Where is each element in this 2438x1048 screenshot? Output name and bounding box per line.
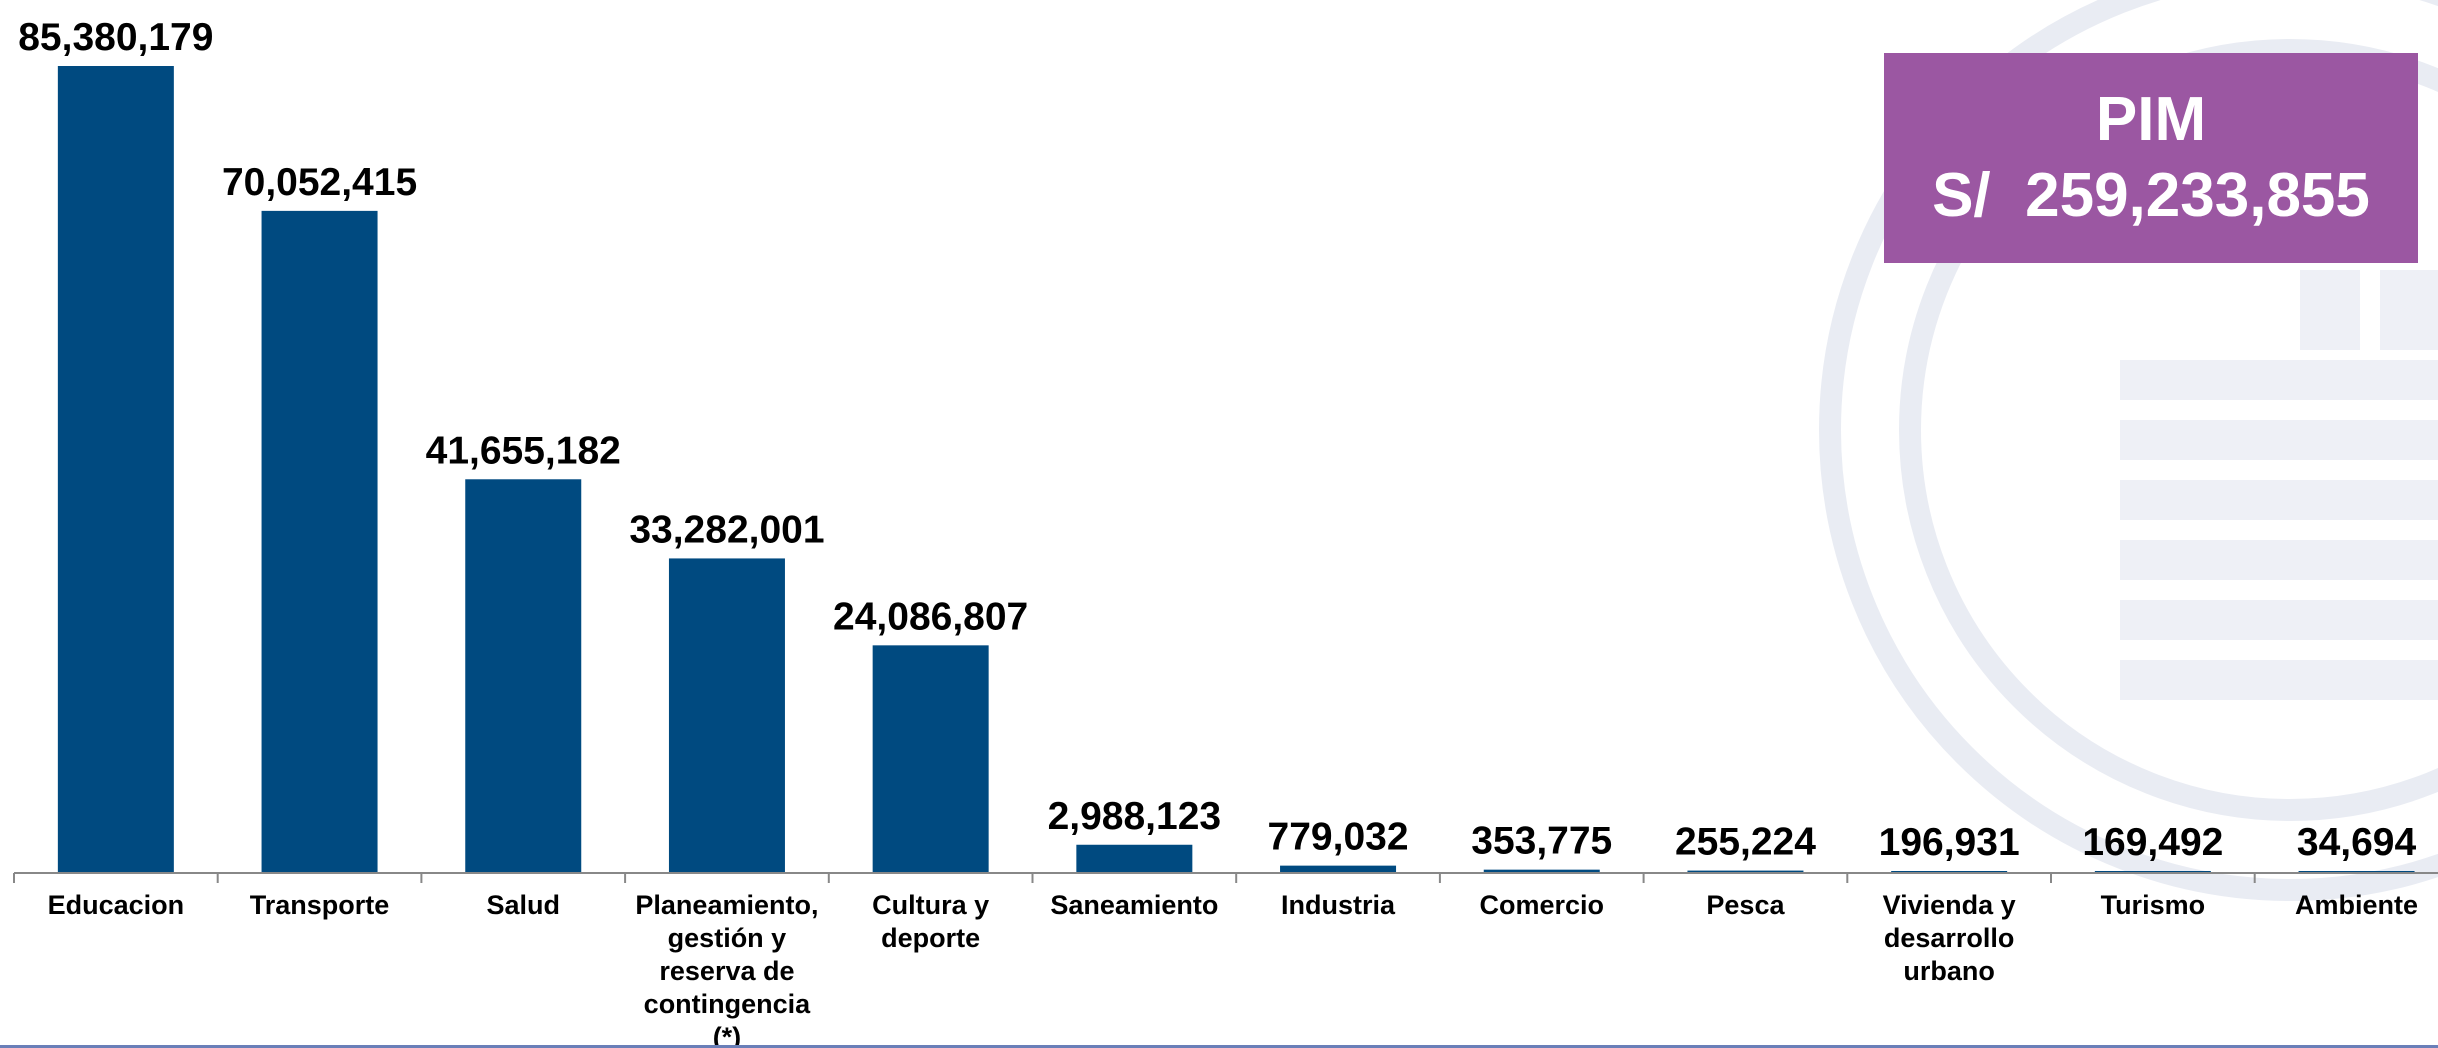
category-label-line: Transporte	[250, 890, 390, 920]
bar-9	[1687, 870, 1804, 873]
pim-amount: S/ 259,233,855	[1932, 161, 2370, 230]
bars-layer	[57, 66, 2415, 873]
bar-value-label: 353,775	[1471, 820, 1612, 863]
bar-4	[668, 558, 785, 873]
category-label: Educacion	[48, 890, 185, 920]
bar-value-label: 85,380,179	[18, 16, 213, 59]
bar-3	[465, 479, 582, 873]
category-label: Pesca	[1706, 890, 1785, 920]
category-label: Saneamiento	[1050, 890, 1218, 920]
bar-8	[1483, 869, 1600, 873]
bar-value-label: 33,282,001	[629, 508, 824, 551]
category-label-line: Educacion	[48, 890, 185, 920]
category-label-line: Salud	[486, 890, 560, 920]
category-label-line: urbano	[1903, 956, 1995, 986]
bar-5	[872, 645, 989, 873]
bar-7	[1280, 865, 1397, 873]
category-label-line: Turismo	[2101, 890, 2206, 920]
x-axis-ticks	[13, 873, 2256, 883]
category-label: Comercio	[1479, 890, 1604, 920]
category-label-line: Ambiente	[2295, 890, 2418, 920]
category-label: Planeamiento, gestión y reserva de continge…	[635, 890, 818, 1048]
category-label-line: Comercio	[1479, 890, 1604, 920]
category-label-line: Saneamiento	[1050, 890, 1218, 920]
pim-title: PIM	[2095, 85, 2207, 154]
bottom-divider	[0, 1045, 2438, 1048]
bar-value-label: 779,032	[1268, 816, 1409, 859]
category-labels-layer: Educacion Transporte Salud Planeamiento, ges…	[48, 890, 2418, 1048]
category-label: Ambiente	[2295, 890, 2418, 920]
bar-value-label: 70,052,415	[222, 161, 417, 204]
bar-value-label: 2,988,123	[1048, 795, 1222, 838]
category-label-line: Planeamiento,	[635, 890, 818, 920]
category-label-line: reserva de	[659, 956, 794, 986]
bar-value-label: 255,224	[1675, 821, 1816, 864]
category-label: Turismo	[2101, 890, 2206, 920]
category-label-line: contingencia	[644, 989, 812, 1019]
category-label-line: Vivienda y	[1883, 890, 2016, 920]
category-label: Salud	[486, 890, 560, 920]
bar-value-label: 169,492	[2082, 821, 2223, 864]
category-label-line: Cultura y	[872, 890, 989, 920]
bar-2	[261, 210, 378, 873]
bar-value-label: 41,655,182	[426, 429, 621, 472]
pim-total-box: PIM S/ 259,233,855	[1884, 53, 2418, 263]
category-label-line: desarrollo	[1884, 923, 2015, 953]
category-label: Vivienda y desarrollo urbano	[1883, 890, 2016, 986]
category-label: Cultura y deporte	[872, 890, 989, 953]
bar-6	[1076, 844, 1193, 873]
category-label-line: gestión y	[668, 923, 787, 953]
category-label: Industria	[1281, 890, 1396, 920]
value-labels-layer: 85,380,179 70,052,415 41,655,18233,282,001…	[18, 16, 2416, 864]
category-label-line: deporte	[881, 923, 980, 953]
category-label-line: Pesca	[1706, 890, 1785, 920]
category-label-line: Industria	[1281, 890, 1396, 920]
bar-1	[57, 66, 174, 873]
category-label-line: (*)	[713, 1022, 742, 1048]
bar-value-label: 196,931	[1879, 821, 2020, 864]
bar-value-label: 34,694	[2297, 821, 2417, 864]
category-label: Transporte	[250, 890, 390, 920]
bar-value-label: 24,086,807	[833, 595, 1028, 638]
